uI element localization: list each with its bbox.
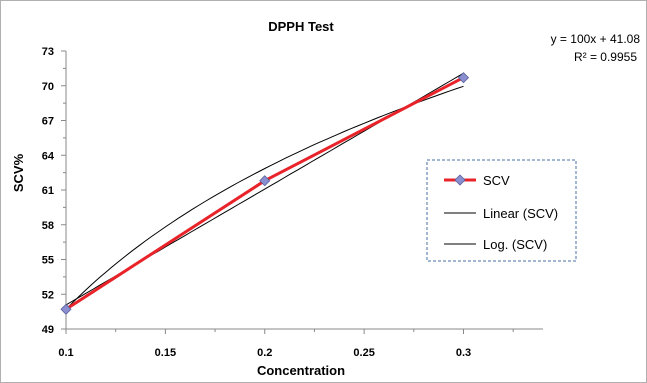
series-layer	[60, 72, 470, 315]
legend-label: Linear (SCV)	[483, 206, 558, 221]
y-tick-label: 61	[42, 185, 54, 197]
y-tick-label: 70	[42, 81, 54, 93]
x-tick-label: 0.3	[456, 347, 471, 359]
y-axis-title: SCV%	[11, 153, 26, 192]
y-tick-label: 55	[42, 255, 54, 267]
x-tick-label: 0.1	[58, 347, 73, 359]
series-line-scv	[65, 76, 465, 311]
x-tick-label: 0.25	[353, 347, 374, 359]
x-tick-label: 0.2	[257, 347, 272, 359]
y-tick-label: 52	[42, 289, 54, 301]
x-tick-label: 0.15	[155, 347, 176, 359]
legend-items: SCV Linear (SCV) Log. (SCV)	[444, 173, 558, 252]
x-axis-title: Concentration	[257, 363, 345, 378]
log-trendline	[65, 85, 464, 310]
y-tick-label: 67	[42, 116, 54, 128]
data-point-marker	[60, 303, 72, 315]
chart-title: DPPH Test	[268, 19, 334, 34]
legend-label: SCV	[483, 173, 510, 188]
axes-layer: 49 52 55 58 61 64 67 70 73 0.1 0.15 0.2 0.25 0.3	[42, 46, 543, 359]
data-point-marker	[457, 72, 470, 84]
y-tick-label: 49	[42, 324, 54, 336]
legend: SCV Linear (SCV) Log. (SCV)	[426, 159, 577, 262]
legend-label: Log. (SCV)	[483, 237, 547, 252]
trendline-equation-label: y = 100x + 41.08	[551, 32, 641, 46]
y-tick-label: 73	[42, 46, 54, 58]
legend-marker-scv	[454, 174, 466, 186]
data-point-marker	[259, 175, 271, 187]
y-tick-label: 64	[42, 150, 55, 162]
y-tick-label: 58	[42, 220, 54, 232]
r-squared-label: R² = 0.9955	[574, 50, 637, 64]
